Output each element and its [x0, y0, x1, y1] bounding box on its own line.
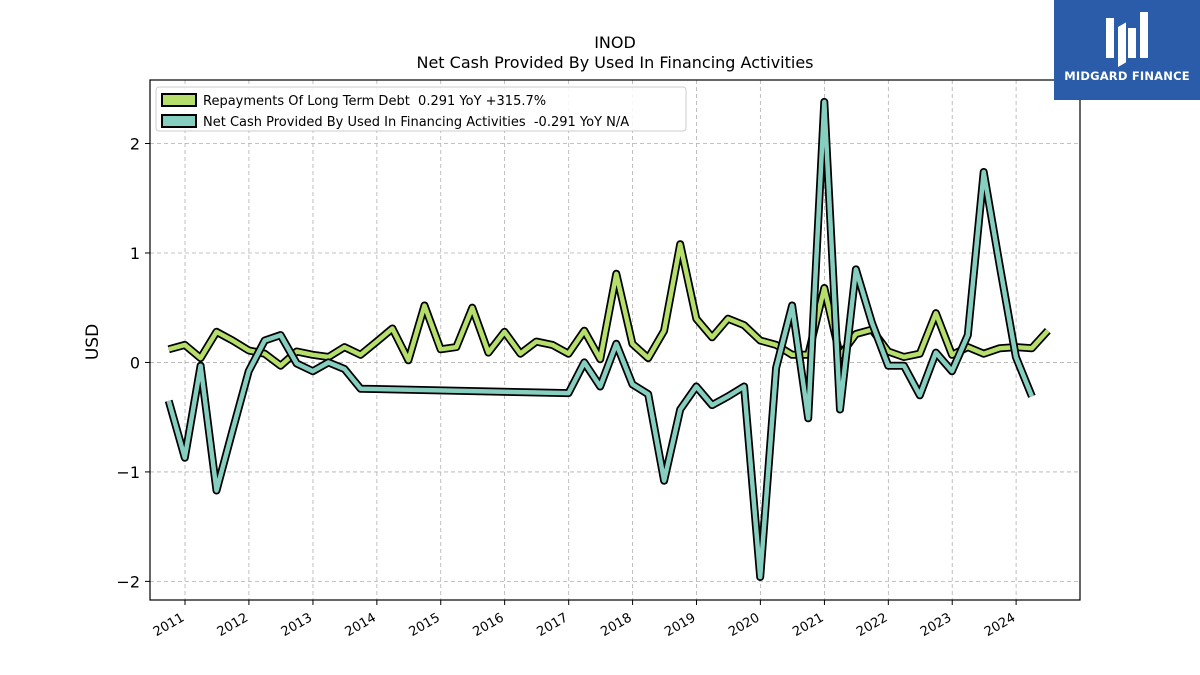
grid: [150, 80, 1080, 600]
legend-label-repayments: Repayments Of Long Term Debt 0.291 YoY +…: [203, 94, 546, 109]
legend-swatch-net-cash: [161, 114, 197, 128]
legend-frame: [155, 86, 687, 132]
y-tick-label: −2: [116, 572, 140, 591]
plot-frame: [149, 79, 1081, 601]
legend-label-net-cash: Net Cash Provided By Used In Financing A…: [203, 115, 629, 130]
x-tick-label: 2011: [151, 610, 187, 640]
series-layer: [164, 97, 1051, 581]
logo-mark-icon: [1106, 12, 1148, 68]
x-tick-label: 2015: [407, 610, 443, 640]
series-line-1: [166, 99, 1034, 580]
x-tick-label: 2022: [854, 610, 890, 640]
x-tick-label: 2014: [343, 610, 379, 640]
series-line-0: [168, 241, 1050, 368]
legend-swatch-repayments: [161, 93, 197, 107]
x-axis: 2011 2012 2013 2014 2015 2016 2017 2018 2019 2020…: [151, 600, 1018, 640]
x-tick-label: 2019: [662, 610, 698, 640]
brand-logo: MIDGARD FINANCE: [1054, 0, 1200, 100]
x-tick-label: 2016: [470, 610, 506, 640]
x-tick-label: 2020: [726, 610, 762, 640]
legend: Repayments Of Long Term Debt 0.291 YoY +…: [155, 86, 687, 132]
chart-title: INOD: [594, 33, 636, 52]
x-tick-label: 2012: [215, 610, 251, 640]
x-tick-label: 2013: [279, 610, 315, 640]
x-tick-label: 2021: [790, 610, 826, 640]
chart-subtitle: Net Cash Provided By Used In Financing A…: [416, 53, 813, 72]
y-tick-label: −1: [116, 463, 140, 482]
x-tick-label: 2017: [535, 610, 571, 640]
y-tick-label: 1: [130, 244, 140, 263]
logo-text: MIDGARD FINANCE: [1064, 69, 1190, 83]
x-tick-label: 2018: [598, 610, 634, 640]
y-axis: −2 −1 0 1 2: [116, 134, 150, 591]
y-axis-label: USD: [83, 324, 103, 360]
y-tick-label: 2: [130, 134, 140, 153]
x-tick-label: 2024: [982, 610, 1018, 640]
x-tick-label: 2023: [918, 610, 954, 640]
y-tick-label: 0: [130, 353, 140, 372]
